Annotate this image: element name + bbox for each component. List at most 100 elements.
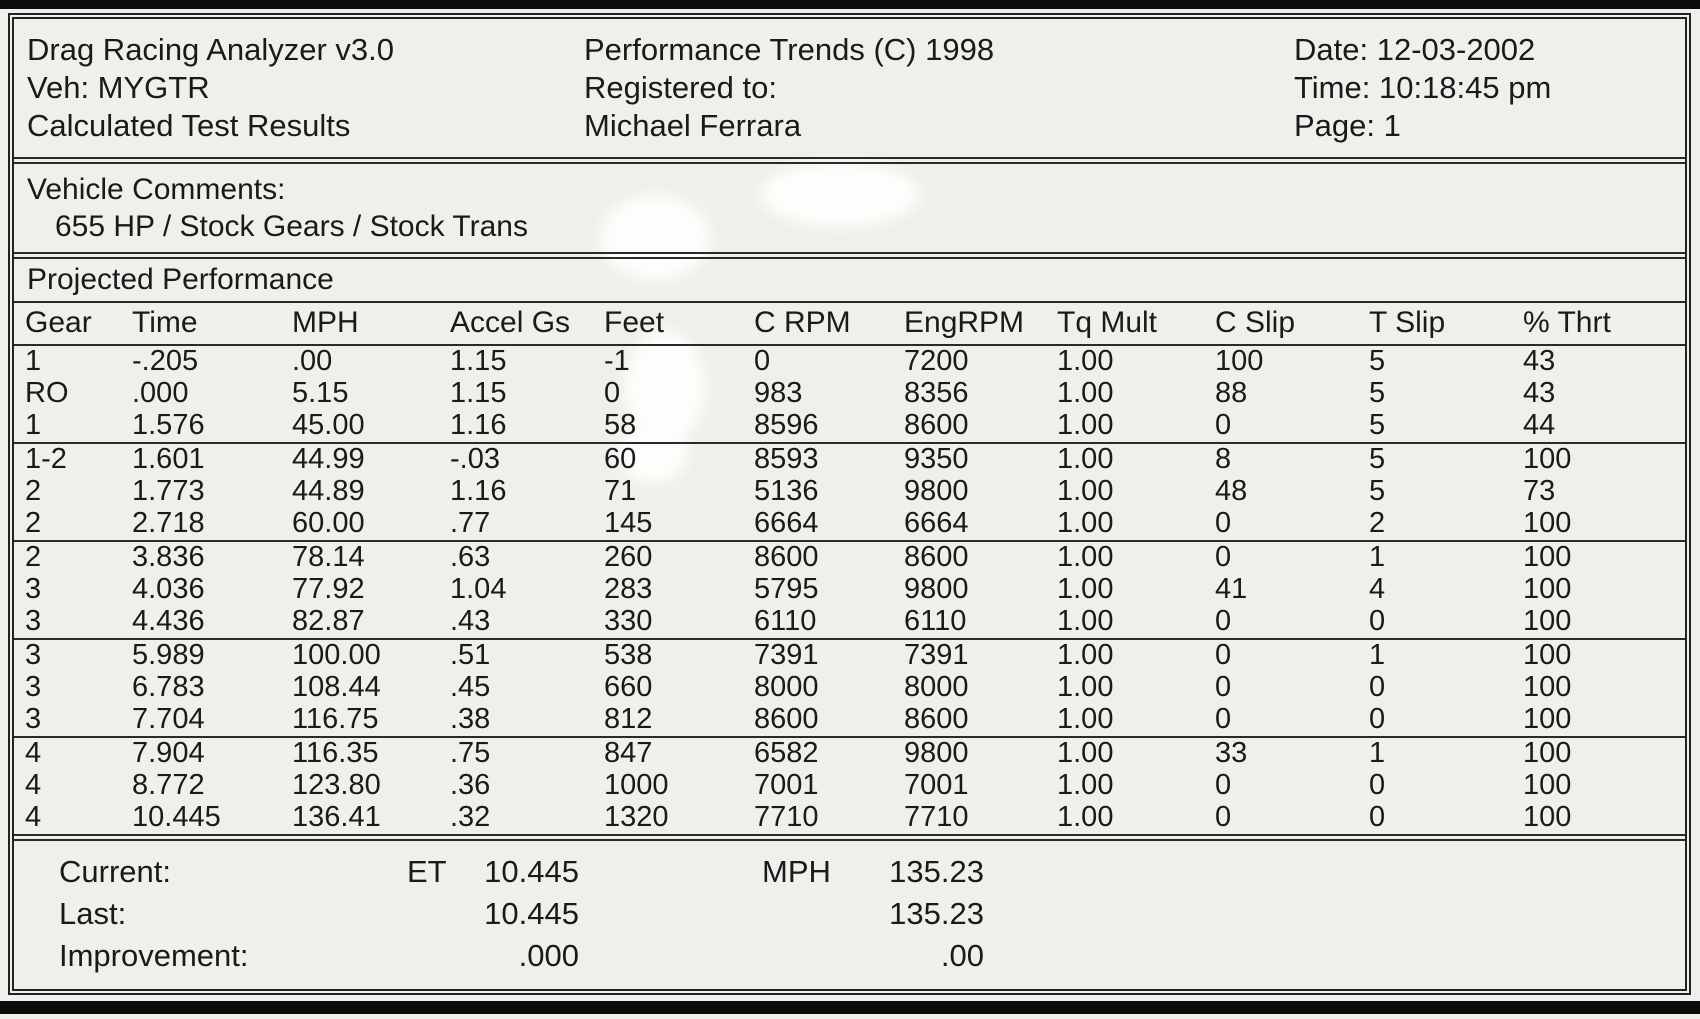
table-cell: 1.576: [132, 409, 205, 441]
table-cell: 1: [1369, 540, 1523, 574]
table-cell: 8356: [904, 377, 969, 409]
table-cell: 8596: [754, 409, 819, 441]
table-cell: 1.601: [132, 442, 292, 476]
report-type: Calculated Test Results: [27, 108, 351, 143]
table-cell: 1.04: [450, 573, 507, 605]
table-cell: -.03: [450, 442, 604, 476]
table-row: 1 1.576 45.00 1.16 58 8596 8600 1.00 0 5 44: [14, 410, 1685, 443]
table-cell: 0: [1215, 703, 1232, 735]
table-cell: 8000: [904, 671, 969, 703]
table-row: 3 6.783 108.44 .45 660 8000 8000 1.00 0 0 100: [14, 672, 1685, 704]
table-cell: 4: [25, 801, 42, 833]
summary-row: Improvement: .000 .00: [59, 935, 1685, 977]
table-cell: 4: [14, 736, 132, 770]
table-cell: 1.00: [1057, 345, 1114, 377]
table-cell: 0: [1369, 801, 1386, 833]
table-cell: 1.773: [132, 475, 205, 507]
table-cell: 7710: [754, 801, 819, 833]
table-cell: 100: [1523, 638, 1685, 672]
summary-label: Last:: [59, 896, 127, 931]
table-cell: 1.16: [450, 475, 507, 507]
column-header: Time: [132, 301, 292, 346]
table-cell: 100: [1523, 540, 1685, 574]
column-header: Feet: [604, 301, 754, 346]
mph-value: 135.23: [889, 854, 984, 889]
table-cell: 9800: [904, 736, 1057, 770]
table-cell: 8600: [904, 703, 969, 735]
page-number: Page: 1: [1294, 108, 1401, 143]
table-cell: 3: [25, 605, 42, 637]
summary-label: Improvement:: [59, 938, 249, 973]
summary-spacer: [579, 893, 744, 935]
summary-row: Current: ET 10.445 MPH 135.23: [59, 851, 1685, 893]
row-group: 1 -.205.00 1.15 -1 0 7200 1.00 100 5 43 RO .000 5.15…: [14, 345, 1685, 443]
table-cell: 1: [25, 409, 42, 441]
table-cell: .63: [450, 540, 604, 574]
et-label: [387, 893, 459, 935]
table-cell: 33: [1215, 736, 1369, 770]
table-cell: 1000: [604, 769, 669, 801]
table-cell: 1.15: [450, 345, 507, 377]
table-row: 4 10.445 136.41 .32 1320 7710 7710 1.00 0 0 100: [14, 802, 1685, 834]
table-cell: 71: [604, 475, 637, 507]
table-cell: 0: [1215, 638, 1369, 672]
table-cell: 4: [25, 769, 42, 801]
table-cell: .45: [450, 671, 491, 703]
table-cell: 6110: [754, 605, 817, 637]
column-header: Tq Mult: [1057, 301, 1215, 346]
column-header: EngRPM: [904, 301, 1057, 346]
mph-label: [744, 893, 829, 935]
table-row: 4 8.772 123.80 .36 1000 7001 7001 1.00 0 0 100: [14, 770, 1685, 802]
table-row: 3 5.989 100.00.51 538 7391 7391 1.00 0 1 100: [14, 638, 1685, 672]
table-cell: 7391: [904, 638, 1057, 672]
table-cell: 3: [25, 703, 42, 735]
table-cell: 1.00: [1057, 671, 1114, 703]
et-value: 10.445: [484, 854, 579, 889]
table-cell: 60: [604, 442, 754, 476]
table-cell: 73: [1523, 475, 1556, 507]
table-cell: 1.00: [1057, 703, 1114, 735]
scan-edge-top: [0, 0, 1700, 9]
table-cell: .32: [450, 801, 491, 833]
table-cell: 1: [1369, 736, 1523, 770]
table-cell: 10.445: [132, 801, 221, 833]
report-border: Drag Racing Analyzer v3.0 Veh: MYGTR Cal…: [8, 13, 1691, 995]
table-cell: 1-2: [14, 442, 132, 476]
table-cell: 9800: [904, 573, 969, 605]
table-cell: 5.15: [292, 377, 349, 409]
table-cell: 82.87: [292, 605, 365, 637]
table-cell: 8000: [754, 671, 819, 703]
mph-value: .00: [940, 938, 984, 973]
table-cell: .000: [132, 377, 189, 409]
table-cell: 7001: [904, 769, 969, 801]
table-cell: 0: [1369, 671, 1386, 703]
table-cell: -1: [604, 345, 630, 377]
table-cell: 1.00: [1057, 736, 1215, 770]
summary-section: Current: ET 10.445 MPH 135.23 Last: 10.445 135.…: [14, 841, 1685, 977]
table-cell: 43: [1523, 345, 1556, 377]
table-cell: .43: [450, 605, 491, 637]
registered-to-label: Registered to:: [584, 70, 777, 105]
table-row: RO .000 5.15 1.15 0 983 8356 1.00 88 5 43: [14, 378, 1685, 410]
table-cell: 123.80: [292, 769, 381, 801]
table-cell: 660: [604, 671, 653, 703]
table-cell: 44.99: [292, 442, 450, 476]
table-cell: 0: [1369, 703, 1386, 735]
mph-value: 135.23: [889, 896, 984, 931]
et-value: .000: [518, 938, 579, 973]
table-cell: 2: [25, 475, 42, 507]
table-cell: 7710: [904, 801, 969, 833]
table-cell: 1.00: [1057, 377, 1114, 409]
table-cell: 6582: [754, 736, 904, 770]
row-group: 4 7.904 116.35.75 847 6582 9800 1.00 33 1 100 4 8.7…: [14, 736, 1685, 834]
table-cell: .77: [450, 507, 491, 539]
table-cell: 9800: [904, 475, 969, 507]
table-cell: 100: [1523, 769, 1572, 801]
table-row: 1-2 1.601 44.99 -.03 60 8593 9350 1.00 8 5 100: [14, 442, 1685, 476]
table-cell: 136.41: [292, 801, 381, 833]
table-cell: 260: [604, 540, 754, 574]
table-cell: 0: [1215, 409, 1232, 441]
table-row: 3 4.036 77.92 1.04 283 5795 9800 1.00 41 4 100: [14, 574, 1685, 606]
scan-edge-bottom: [0, 1001, 1700, 1014]
